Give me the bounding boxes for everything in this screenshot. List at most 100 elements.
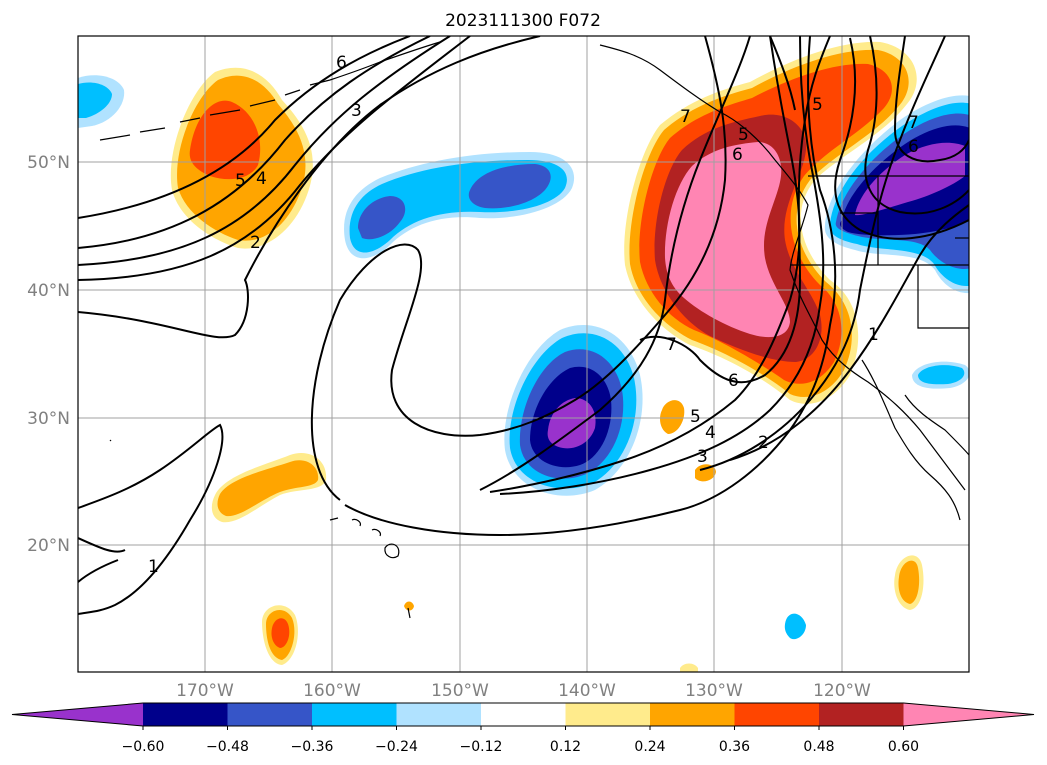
contour-line <box>78 36 411 219</box>
contour-line <box>78 36 451 266</box>
contour-line <box>78 423 224 615</box>
colorbar-swatch <box>734 703 819 726</box>
alaska-coast <box>599 44 966 491</box>
contour-label: 5 <box>812 95 823 115</box>
warm-anomaly-mexico-2 <box>898 560 920 604</box>
colorbar-swatch <box>227 703 312 726</box>
warm-anomaly-edge <box>680 663 698 672</box>
contour-label: 6 <box>728 371 739 391</box>
contour-label: 2 <box>758 433 769 453</box>
contour-label: 4 <box>256 169 267 189</box>
contour-label: 3 <box>351 101 362 121</box>
contour-line <box>729 204 969 461</box>
contour-line <box>834 37 969 240</box>
map-frame <box>77 35 970 673</box>
lat-label: 30°N <box>27 409 70 429</box>
cold-anomaly-band-3 <box>358 164 551 240</box>
contour-line <box>699 36 946 471</box>
colorbar-tick-label: −0.48 <box>206 739 249 755</box>
state-border-2 <box>917 265 969 329</box>
coastlines <box>99 41 969 619</box>
cold-anomaly-small <box>784 613 806 640</box>
contour-line <box>78 36 541 339</box>
lon-label: 130°W <box>685 681 743 701</box>
contour-label: 3 <box>697 447 708 467</box>
colorbar-swatch <box>481 703 566 726</box>
warm-anomaly-small-2 <box>695 464 716 482</box>
contour-label: 1 <box>148 557 159 577</box>
colorbar-tick-label: 0.12 <box>550 739 581 755</box>
map-title: 2023111300 F072 <box>445 11 601 31</box>
lon-label: 150°W <box>431 681 489 701</box>
contour-label: 5 <box>690 407 701 427</box>
colorbar-labels: −0.60 −0.48 −0.36 −0.24 −0.12 0.12 0.24 0.36 0.4… <box>122 739 920 755</box>
aleutian-islands <box>99 79 331 141</box>
height-contours <box>78 36 969 615</box>
warm-anomaly-small-1 <box>660 400 685 434</box>
contour-line <box>499 36 825 495</box>
contour-label: 6 <box>732 145 743 165</box>
contour-line <box>78 537 126 553</box>
colorbar-swatch <box>819 703 904 726</box>
contour-line <box>344 36 837 537</box>
baja-coast <box>861 359 961 521</box>
colorbar-swatch <box>312 703 397 726</box>
contour-label: 7 <box>666 335 677 355</box>
contour-label: 6 <box>908 137 919 157</box>
lon-label: 170°W <box>176 681 234 701</box>
contour-line <box>489 36 801 493</box>
contour-label: 1 <box>868 325 879 345</box>
contour-labels: 6 3 5 4 2 1 5 4 6 7 6 5 4 3 2 7 5 6 7 1 <box>148 53 919 577</box>
mainland-mexico-coast <box>904 394 969 456</box>
colorbar-swatch <box>650 703 735 726</box>
colorbar-tick-label: −0.24 <box>375 739 418 755</box>
contour-label: 4 <box>705 423 716 443</box>
colorbar-swatches <box>11 702 1035 727</box>
lon-label: 160°W <box>303 681 361 701</box>
colorbar-tick-label: −0.36 <box>291 739 334 755</box>
contour-line <box>769 36 796 111</box>
warm-anomaly-ridge-5 <box>664 142 790 338</box>
colorbar-tick-label: 0.48 <box>803 739 834 755</box>
contour-line <box>78 36 471 281</box>
lat-label: 50°N <box>27 153 70 173</box>
hawaii-3 <box>371 528 381 537</box>
contour-label: 7 <box>680 107 691 127</box>
colorbar-tick-label: 0.60 <box>888 739 919 755</box>
lat-label: 20°N <box>27 536 70 556</box>
warm-anomaly-aleutian-3 <box>189 100 261 180</box>
contour-line <box>78 36 431 249</box>
graticule <box>78 36 969 672</box>
lat-label: 40°N <box>27 281 70 301</box>
hawaii-1 <box>329 517 339 521</box>
latitude-labels: 50°N 40°N 30°N 20°N <box>27 153 70 556</box>
colorbar-swatch <box>903 703 1034 726</box>
contour-label: 5 <box>738 125 749 145</box>
colorbar-swatch <box>396 703 481 726</box>
islands-south <box>407 607 411 619</box>
contour-label: 7 <box>908 113 919 133</box>
contour-label: 6 <box>336 53 347 73</box>
anomaly-shading <box>78 41 969 672</box>
hawaii-4 <box>384 543 400 559</box>
colorbar-swatch <box>12 703 143 726</box>
map-panel: 6 3 5 4 2 1 5 4 6 7 6 5 4 3 2 7 5 6 7 1 <box>77 35 970 673</box>
cold-anomaly-mexico-2 <box>918 365 965 385</box>
colorbar-ticks <box>142 726 904 730</box>
longitude-labels: 170°W 160°W 150°W 140°W 130°W 120°W <box>176 681 871 701</box>
cold-anomaly-nw-corner-2 <box>78 82 112 118</box>
colorbar-swatch <box>143 703 228 726</box>
hawaii-2 <box>351 518 361 527</box>
colorbar-tick-label: −0.60 <box>122 739 165 755</box>
contour-label: 2 <box>250 233 261 253</box>
contour-line <box>893 36 969 163</box>
colorbar-tick-label: 0.36 <box>719 739 750 755</box>
contour-line <box>864 36 969 215</box>
contour-line <box>78 559 119 583</box>
contour-line <box>310 36 727 501</box>
island-dot <box>109 439 112 442</box>
lon-label: 140°W <box>558 681 616 701</box>
warm-anomaly-tiny <box>404 601 414 611</box>
contour-line <box>639 36 831 384</box>
